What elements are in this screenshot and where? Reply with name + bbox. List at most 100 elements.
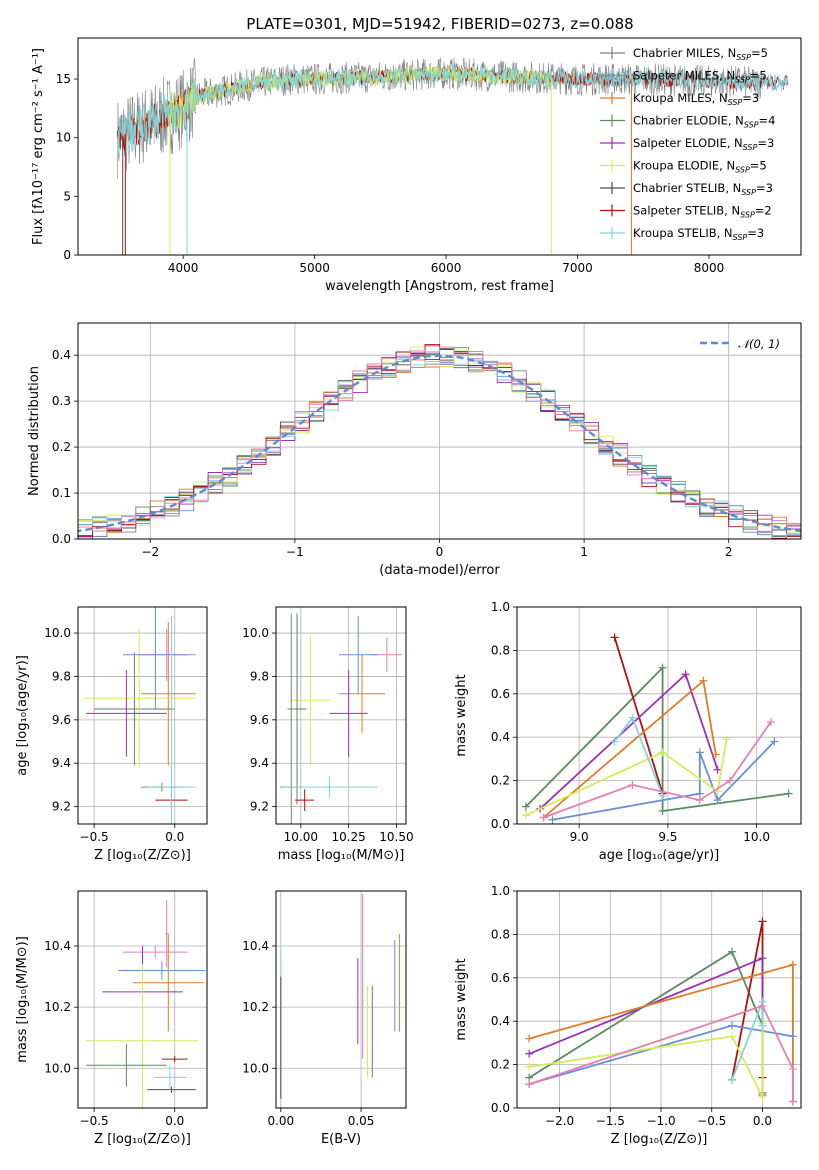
series-marker — [713, 796, 722, 805]
y-tick-label: 15 — [56, 72, 71, 86]
legend-label: Chabrier ELODIE, NSSP=4 — [633, 114, 775, 130]
legend-label-sub: SSP — [744, 121, 759, 130]
data-point — [86, 1043, 167, 1087]
y-tick-label: 10.2 — [242, 1000, 269, 1014]
legend-entry: Kroupa ELODIE, NSSP=5 — [600, 159, 767, 175]
series-marker — [658, 663, 667, 672]
series — [548, 737, 779, 824]
legend-label-main: Salpeter ELODIE, N — [633, 136, 743, 150]
x-tick-label: 6000 — [431, 261, 462, 275]
series-marker — [728, 1075, 737, 1084]
series-marker — [711, 750, 720, 759]
x-tick-label: 2 — [725, 545, 733, 559]
y-tick-label: 0.6 — [491, 687, 510, 701]
series — [539, 718, 775, 822]
legend-label-sub: SSP — [736, 53, 751, 62]
series-line — [529, 1023, 764, 1098]
legend-label: Salpeter MILES, NSSP=5 — [633, 69, 767, 85]
series-marker — [548, 815, 557, 824]
series-marker — [658, 806, 667, 815]
x-tick-label: 1 — [580, 545, 588, 559]
y-tick-label: 10.0 — [242, 626, 269, 640]
gauss-curve — [78, 354, 801, 533]
x-tick-label: 0.0 — [165, 830, 184, 844]
data-point — [86, 669, 167, 757]
y-tick-label: 1.0 — [491, 884, 510, 898]
legend-entry: Chabrier STELIB, NSSP=3 — [600, 181, 773, 197]
data-point — [339, 615, 378, 694]
data-point — [339, 654, 385, 733]
x-tick-label: 0 — [436, 545, 444, 559]
legend-label: Chabrier MILES, NSSP=5 — [633, 46, 768, 62]
series-marker — [788, 1064, 797, 1073]
y-tick-label: 0.2 — [491, 1058, 510, 1072]
spectrum-plot: 4000 5000 6000 7000 8000 0 5 10 15 wavelength [An… — [31, 37, 802, 294]
legend-entry: Chabrier MILES, NSSP=5 — [600, 46, 768, 62]
series-marker — [521, 811, 530, 820]
data-point — [140, 622, 196, 766]
series-marker — [658, 748, 667, 757]
legend-entry: Salpeter MILES, NSSP=5 — [600, 69, 767, 85]
x-tick-label: 7000 — [562, 261, 593, 275]
x-tick-label: −0.5 — [697, 1114, 726, 1128]
legend-label-sub: SSP — [743, 143, 758, 152]
axes-frame — [516, 890, 802, 1109]
x-axis-label: (data-model)/error — [379, 563, 500, 578]
legend-label: Kroupa STELIB, NSSP=3 — [633, 226, 764, 242]
y-tick-label: 10.0 — [44, 1061, 71, 1075]
massweight-vs-Z-plot: −2.0 −1.5 −1.0 −0.5 0.0 0.0 0.2 0.4 0.6 0.8 1.0 Z [… — [454, 884, 802, 1147]
legend-label-sub: SSP — [740, 211, 755, 220]
spectrum-model-line — [117, 64, 789, 159]
y-tick-label: 10.4 — [44, 939, 71, 953]
y-tick-label: 9.2 — [52, 800, 71, 814]
legend-label-main: Chabrier MILES, N — [633, 46, 736, 60]
series-marker — [525, 1080, 534, 1089]
legend-label: Salpeter ELODIE, NSSP=3 — [633, 136, 774, 152]
age-vs-mass-plot: 10.00 10.25 10.50 9.2 9.4 9.6 9.8 10.0 mass [log… — [242, 606, 414, 863]
y-tick-label: 5 — [63, 189, 71, 203]
series-marker — [525, 1062, 534, 1071]
histogram-steps — [78, 348, 801, 539]
data-point — [94, 652, 175, 766]
data-point — [86, 964, 199, 1108]
x-tick-label: 0.0 — [165, 1114, 184, 1128]
y-tick-label: 9.6 — [52, 713, 71, 727]
y-tick-label: 0.4 — [491, 730, 510, 744]
plot-area — [117, 57, 789, 255]
x-tick-label: 8000 — [694, 261, 725, 275]
x-axis-label: Z [log₁₀(Z/Z⊙)] — [94, 848, 191, 863]
axes-frame — [275, 606, 407, 825]
series-marker — [758, 917, 767, 926]
y-tick-label: 9.8 — [250, 669, 269, 683]
y-tick-label: 9.6 — [250, 713, 269, 727]
legend-label-main: Salpeter STELIB, N — [633, 204, 740, 218]
data-point — [118, 961, 206, 980]
y-axis-label: Flux [fλ10⁻¹⁷ erg cm⁻² s⁻¹ A⁻¹] — [31, 48, 46, 245]
series-marker — [728, 947, 737, 956]
x-tick-label: 10.25 — [331, 830, 365, 844]
legend-label-main: Chabrier STELIB, N — [633, 181, 741, 195]
series-marker — [695, 796, 704, 805]
series — [525, 1002, 797, 1106]
y-axis-label: mass weight — [454, 674, 469, 756]
series-marker — [628, 780, 637, 789]
data-point — [295, 789, 315, 811]
legend-label-main: Kroupa MILES, N — [633, 91, 728, 105]
y-tick-label: 0.1 — [52, 486, 71, 500]
data-point — [153, 1065, 187, 1090]
legend-label-n: =5 — [750, 69, 767, 83]
axes-frame — [516, 606, 802, 825]
plot-area — [521, 633, 793, 824]
x-tick-label: 0.05 — [348, 1114, 375, 1128]
legend-label-n: =5 — [751, 46, 768, 60]
series-marker — [788, 1097, 797, 1106]
x-axis-label: Z [log₁₀(Z/Z⊙)] — [611, 1132, 708, 1147]
y-tick-label: 10 — [56, 131, 71, 145]
data-point — [281, 776, 378, 798]
y-axis-label: Normed distribution — [27, 366, 42, 496]
x-tick-label: 10.50 — [379, 830, 413, 844]
series-marker — [658, 791, 667, 800]
data-point — [161, 1056, 188, 1063]
massweight-vs-age-plot: 9.0 9.5 10.0 0.0 0.2 0.4 0.6 0.8 1.0 age [log₁₀(a… — [454, 600, 802, 863]
